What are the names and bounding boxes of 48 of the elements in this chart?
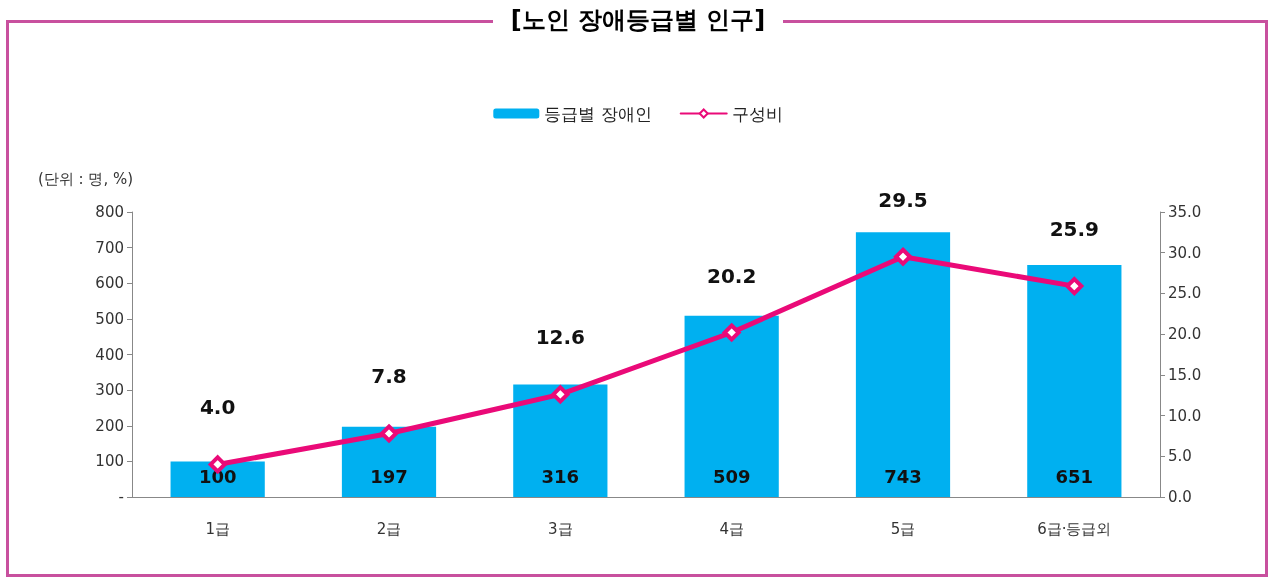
x-tick-label: 4급	[719, 519, 744, 538]
bar	[684, 315, 779, 497]
text: (단위 : 명, %)	[38, 170, 134, 189]
y-tick-label: 800	[95, 203, 124, 221]
data-label: 7.8	[371, 364, 407, 389]
y2-tick-label: 25.0	[1168, 284, 1202, 303]
y2-tick-label: 30.0	[1168, 243, 1202, 262]
y2-tick-label: 10.0	[1168, 406, 1202, 425]
point	[722, 323, 741, 342]
point	[380, 424, 398, 443]
data-label: 100	[198, 465, 237, 487]
data-label: 12.6	[535, 325, 586, 350]
data-label: 509	[712, 465, 751, 487]
data-label: 316	[541, 465, 580, 487]
y-tick-label: 400	[95, 345, 124, 364]
y-tick-label: 300	[95, 381, 124, 400]
y-tick-label: 100	[95, 452, 124, 471]
chart-title: [노인 장애등급별 인구]	[492, 6, 784, 34]
data-label: 197	[370, 465, 408, 487]
x-tick-label: 5급	[890, 519, 916, 538]
y-tick-label: 700	[95, 238, 124, 257]
y2-tick-label: 5.0	[1168, 447, 1192, 466]
y-tick-label: 500	[95, 309, 124, 328]
y2-tick-label: 35.0	[1168, 203, 1202, 221]
data-label: 29.5	[878, 187, 928, 212]
legend-label: 구성비	[731, 103, 783, 124]
x-tick-label: 1급	[205, 519, 230, 538]
x-tick-label: 6급·등급외	[1037, 519, 1112, 538]
legend-label: 등급별 장애인	[544, 103, 652, 124]
point	[1065, 277, 1084, 296]
y-tick-label: 600	[95, 274, 124, 293]
y2-tick-label: 20.0	[1168, 325, 1202, 344]
data-label: 743	[884, 465, 922, 487]
x-tick-label: 3급	[548, 519, 573, 538]
x-tick-label: 2급	[376, 519, 402, 538]
data-label: 20.2	[706, 263, 757, 288]
y2-tick-label: 0.0	[1168, 488, 1192, 506]
bar	[1027, 265, 1122, 497]
data-label: 25.9	[1049, 217, 1100, 242]
point	[551, 385, 570, 404]
data-label: 651	[1055, 465, 1094, 487]
y-tick-label: 200	[95, 416, 124, 435]
y2-tick-label: 15.0	[1168, 365, 1202, 384]
y-tick-label: -	[118, 488, 124, 506]
bar	[855, 232, 951, 497]
data-label: 4.0	[199, 395, 236, 420]
bar	[513, 384, 608, 497]
point	[894, 247, 912, 266]
